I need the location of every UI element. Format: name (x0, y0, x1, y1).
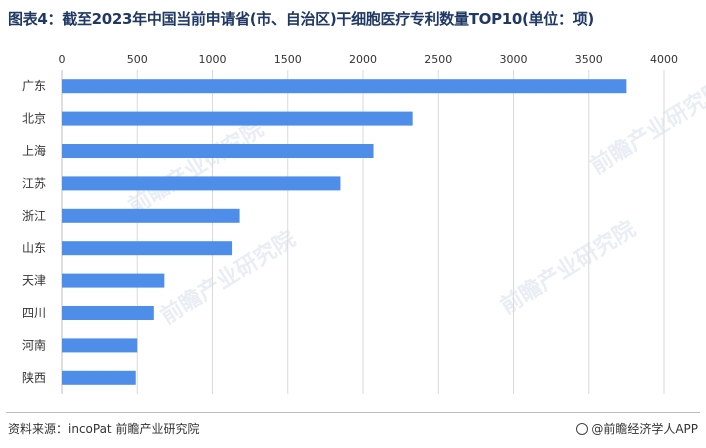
source-note: 资料来源：incoPat 前瞻产业研究院 (8, 422, 200, 436)
bar (62, 208, 240, 223)
bar (62, 144, 374, 158)
x-tick-label: 2000 (349, 53, 377, 66)
brand-credit: @前瞻经济学人APP (576, 420, 698, 437)
bar (62, 338, 138, 353)
x-tick-label: 3500 (575, 53, 603, 66)
x-tick-label: 2500 (424, 53, 452, 66)
chart-title: 图表4：截至2023年中国当前申请省(市、自治区)干细胞医疗专利数量TOP10(… (8, 10, 594, 28)
category-label: 上海 (22, 143, 46, 158)
bar-chart: 0 500 1000 1500 2000 2500 3000 3500 4000 广东北京上海江苏… (22, 53, 678, 394)
bar (62, 370, 136, 385)
category-label: 天津 (22, 274, 46, 288)
x-tick-label: 4000 (650, 53, 678, 66)
bar (62, 79, 627, 94)
x-tick-label: 1000 (199, 53, 227, 66)
footer-divider (6, 412, 700, 413)
category-label: 陕西 (22, 370, 46, 385)
category-label: 浙江 (22, 209, 46, 223)
bar (62, 111, 413, 126)
bar (62, 273, 165, 288)
bar (62, 306, 154, 320)
x-tick-label: 0 (59, 53, 66, 66)
category-label: 河南 (22, 337, 46, 352)
category-label: 江苏 (22, 176, 46, 190)
x-tick-label: 3000 (500, 53, 528, 66)
x-tick-label: 500 (127, 53, 148, 66)
bar (62, 176, 341, 191)
x-tick-label: 1500 (274, 53, 302, 66)
category-label: 北京 (22, 112, 46, 126)
bar (62, 241, 233, 256)
category-label: 广东 (22, 79, 46, 93)
category-label: 山东 (22, 241, 46, 255)
category-label: 四川 (22, 306, 46, 320)
brand-logo-icon (576, 423, 589, 435)
brand-text: @前瞻经济学人APP (591, 422, 698, 436)
